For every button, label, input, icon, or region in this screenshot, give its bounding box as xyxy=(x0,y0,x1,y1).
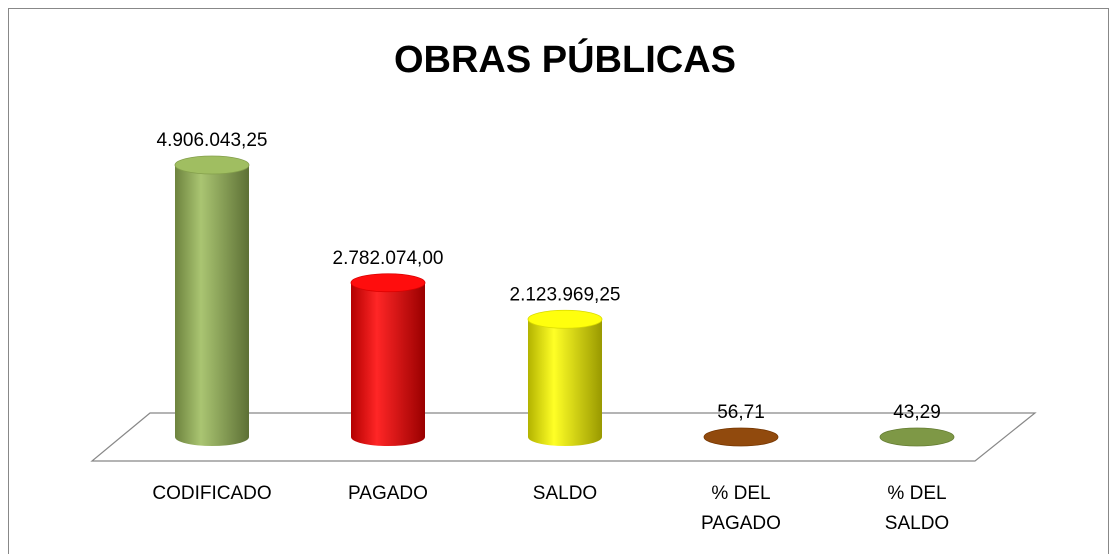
x-tick-label: CODIFICADO xyxy=(152,483,272,504)
bar-top xyxy=(350,273,426,293)
data-label: 43,29 xyxy=(893,402,941,423)
data-label: 56,71 xyxy=(717,402,765,423)
bar-top xyxy=(174,155,250,175)
bar-top xyxy=(879,427,955,447)
x-tick-label: % DEL SALDO xyxy=(884,483,950,534)
bar xyxy=(351,282,425,437)
data-label: 2.123.969,25 xyxy=(510,284,621,305)
x-tick-label: % DEL PAGADO xyxy=(701,483,781,534)
x-tick-label: SALDO xyxy=(532,483,598,504)
bar-top xyxy=(527,309,603,329)
data-label: 4.906.043,25 xyxy=(157,130,268,151)
bar-top xyxy=(703,427,779,447)
bar xyxy=(175,165,249,437)
data-label: 2.782.074,00 xyxy=(333,248,444,269)
bar xyxy=(528,319,602,437)
chart-title: OBRAS PÚBLICAS xyxy=(394,37,736,81)
x-tick-label: PAGADO xyxy=(348,483,428,504)
chart-frame xyxy=(8,8,1109,554)
